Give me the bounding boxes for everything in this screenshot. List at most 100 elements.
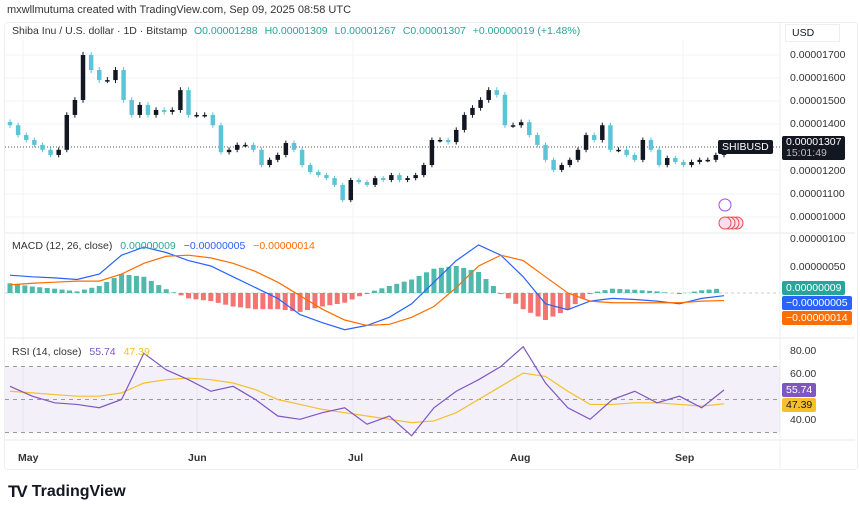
macd-histogram-bar (119, 274, 125, 293)
macd-histogram-bar (557, 293, 563, 314)
macd-histogram-bar (163, 289, 169, 293)
macd-histogram-bar (550, 293, 556, 317)
time-tick: May (18, 452, 39, 464)
macd-histogram-bar (297, 293, 303, 312)
macd-histogram-bar (379, 288, 385, 293)
candle-body (356, 179, 362, 183)
price-tick: 0.00001200 (790, 165, 846, 177)
macd-histogram-bar (676, 293, 682, 295)
candle-body (567, 159, 573, 166)
macd-histogram-bar (513, 293, 519, 304)
candle-body (275, 154, 280, 160)
macd-histogram-bar (186, 293, 191, 299)
macd-histogram-bar (178, 293, 184, 296)
candle-body (291, 143, 297, 150)
macd-histogram-bar (602, 290, 608, 293)
high-value: H0.00001309 (264, 25, 328, 37)
macd-histogram-bar (200, 293, 206, 301)
chart-credit: mxwllmutuma created with TradingView.com… (7, 4, 352, 16)
macd-histogram-bar (171, 292, 177, 293)
candle-body (88, 55, 94, 71)
candle-body (689, 161, 694, 166)
macd-histogram-bar (156, 285, 162, 293)
macd-histogram-bar (490, 285, 496, 293)
candle-body (234, 144, 240, 150)
macd-histogram-bar (639, 290, 645, 293)
macd-histogram-bar (208, 293, 214, 302)
macd-histogram-bar (342, 293, 348, 303)
time-tick: Jun (188, 452, 207, 464)
candle-body (267, 159, 272, 166)
rsi-ma-tag: 47.39 (782, 398, 817, 412)
candle-body (518, 122, 524, 126)
macd-histogram-bar (133, 275, 139, 293)
low-value: L0.00001267 (334, 25, 396, 37)
candle-body (478, 99, 483, 108)
macd-histogram-bar (312, 293, 318, 309)
macd-histogram-bar (126, 275, 132, 293)
time-tick: Jul (348, 452, 364, 464)
candle-body (226, 149, 232, 153)
macd-histogram-bar (505, 293, 511, 299)
candle-body (380, 178, 386, 180)
candle-body (170, 110, 175, 112)
macd-label[interactable]: MACD (12, 26, close) (12, 240, 113, 252)
candle-body (632, 154, 637, 160)
candle-body (307, 165, 313, 173)
candle-body (713, 154, 719, 160)
macd-histogram-bar (431, 268, 437, 293)
tradingview-logo[interactable]: TV TradingView (8, 482, 126, 502)
candle-body (105, 80, 110, 82)
candle-body (40, 144, 45, 150)
candle-body (462, 114, 467, 130)
candle-body (97, 70, 102, 81)
macd-histogram-bar (14, 284, 20, 293)
candle-body (202, 114, 207, 117)
price-tick: 0.00000100 (790, 233, 846, 245)
candle-body (405, 178, 410, 180)
macd-histogram-bar (535, 293, 541, 317)
candle-body (705, 159, 711, 162)
macd-histogram-bar (7, 283, 13, 293)
candle-body (510, 125, 516, 127)
macd-tag: −0.00000005 (782, 296, 852, 310)
price-tick: 0.00001400 (790, 118, 846, 130)
candle-body (186, 90, 191, 115)
macd-histogram-bar (386, 285, 392, 293)
macd-histogram-bar (401, 281, 407, 293)
rsi-value: 55.74 (89, 346, 116, 358)
close-value: C0.00001307 (402, 25, 466, 37)
symbol-legend: Shiba Inu / U.S. dollar · 1D · Bitstamp … (12, 25, 580, 37)
flash-event-icon (718, 198, 732, 212)
candle-body (113, 70, 118, 81)
open-value: O0.00001288 (194, 25, 258, 37)
symbol-title[interactable]: Shiba Inu / U.S. dollar · 1D · Bitstamp (12, 25, 188, 37)
macd-signal-line (9, 254, 725, 327)
candle-body (243, 144, 248, 147)
candle-body (348, 179, 354, 201)
candle-body (153, 110, 159, 115)
macd-histogram-bar (409, 279, 415, 293)
macd-histogram-bar (714, 288, 720, 293)
macd-histogram-bar (89, 287, 95, 293)
macd-histogram-bar (267, 293, 273, 310)
last-price-tag: 0.00001307 15:01:49 (782, 136, 846, 160)
macd-histogram-bar (587, 293, 593, 294)
macd-histogram-bar (44, 287, 50, 293)
time-tick: Sep (675, 452, 695, 464)
candle-body (429, 139, 435, 166)
time-tick: Aug (510, 452, 531, 464)
macd-histogram-bar (691, 291, 697, 293)
macd-histogram-bar (654, 291, 660, 293)
candle-body (15, 125, 21, 136)
macd-histogram-bar (483, 278, 489, 293)
rsi-label[interactable]: RSI (14, close) (12, 346, 82, 358)
macd-tick: 0.00000050 (790, 261, 846, 273)
macd-histogram-bar (59, 289, 65, 293)
economic-event-flag-icon (718, 216, 732, 230)
macd-histogram-bar (260, 293, 266, 310)
macd-histogram-bar (520, 293, 526, 310)
macd-histogram-bar (617, 289, 623, 293)
currency-label[interactable]: USD (785, 24, 840, 42)
